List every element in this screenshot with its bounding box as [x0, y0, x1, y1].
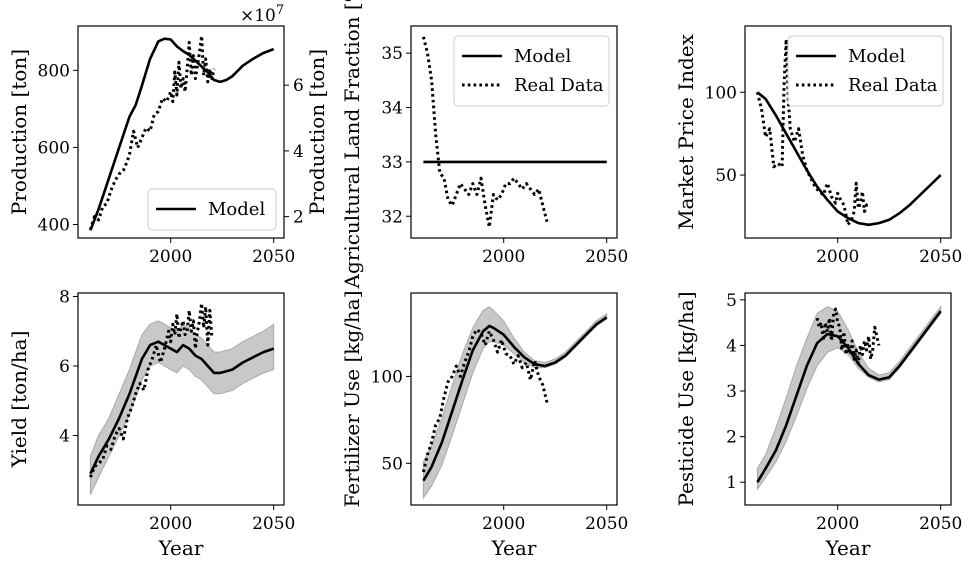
y-tick-label: 3 [726, 382, 737, 402]
legend-label: Real Data [848, 75, 938, 96]
y-tick-label: 34 [381, 99, 403, 119]
uncertainty-band [89, 320, 275, 495]
y-axis-label: Production [ton] [7, 49, 31, 215]
real-data-line [755, 37, 870, 227]
model-line [89, 340, 275, 475]
plot-area [421, 36, 607, 229]
axes-frame [744, 25, 952, 239]
y-tick-label: 32 [381, 207, 403, 227]
real-data-line [815, 307, 881, 366]
model-line [422, 316, 608, 482]
legend-box [147, 188, 277, 231]
real-data-line [89, 301, 214, 478]
x-tick-label: 2050 [252, 514, 295, 534]
y-tick-label: 6 [59, 357, 70, 377]
real-data-line [421, 328, 549, 473]
y-right-tick-label: 4 [293, 142, 304, 162]
y-tick-label: 33 [381, 153, 403, 173]
y-axis-label: Fertilizer Use [kg/ha] [340, 290, 364, 507]
plot-area [88, 34, 275, 231]
y-tick-label: 400 [38, 216, 70, 236]
y-right-tick-label: 2 [293, 208, 304, 228]
panel-4: 2000 2050 4 6 8 Yield [ton/ha] Year [7, 287, 295, 560]
right-axis-exponent: ×107 [240, 3, 284, 26]
legend-label: Model [208, 199, 265, 220]
legend-box [453, 35, 610, 107]
legend-box [787, 35, 944, 107]
y-axis-label: Pesticide Use [kg/ha] [674, 291, 698, 506]
y-tick-label: 1 [726, 473, 737, 493]
uncertainty-band [422, 306, 608, 500]
panel-6: 2000 2050 1 2 3 4 5 Pesticide Use [kg/ha] Year [674, 291, 962, 560]
right-axis-exponent-power: 7 [276, 3, 284, 18]
y-axis-label: Market Price Index [674, 33, 698, 230]
x-tick-label: 2050 [585, 514, 628, 534]
model-line [756, 91, 942, 227]
axes-frame [744, 292, 952, 506]
axes-frame [410, 25, 618, 239]
panel-3: 2000 2050 50 100 Market Price Index Model Real… [674, 25, 962, 267]
y-tick-label: 50 [381, 454, 403, 474]
y-tick-label: 4 [59, 426, 70, 446]
model-line [89, 37, 275, 231]
y-tick-label: 5 [726, 291, 737, 311]
x-tick-label: 2000 [149, 514, 192, 534]
plot-area [421, 306, 608, 500]
plot-area [89, 301, 275, 495]
x-tick-label: 2050 [252, 247, 295, 267]
plot-area [756, 305, 942, 491]
model-line [756, 310, 942, 483]
x-tick-label: 2000 [482, 247, 525, 267]
x-tick-label: 2000 [149, 247, 192, 267]
legend-label: Real Data [514, 75, 604, 96]
x-axis-label: Year [158, 536, 204, 560]
axes-frame [77, 25, 285, 239]
x-axis-label: Year [825, 536, 871, 560]
y-tick-label: 600 [38, 138, 70, 158]
legend-label: Model [848, 46, 905, 67]
axes-frame [77, 292, 285, 506]
y-tick-label: 4 [726, 336, 737, 356]
y-tick-label: 100 [705, 83, 737, 103]
x-tick-label: 2050 [585, 247, 628, 267]
axes-frame [410, 292, 618, 506]
y-right-axis-label: Production [ton] [305, 49, 329, 215]
legend-label: Model [514, 46, 571, 67]
y-tick-label: 35 [381, 44, 403, 64]
x-tick-label: 2050 [919, 247, 962, 267]
panel-2: 2000 2050 32 33 34 35 Agricultural Land Fracti… [340, 0, 628, 289]
y-tick-label: 50 [715, 166, 737, 186]
y-axis-label: Yield [ton/ha] [7, 331, 31, 469]
uncertainty-band [756, 305, 942, 491]
y-tick-label: 8 [59, 287, 70, 307]
y-tick-label: 800 [38, 61, 70, 81]
real-data-line [421, 36, 549, 229]
y-axis-label: Agricultural Land Fraction [%] [340, 0, 364, 289]
plot-area [755, 37, 942, 227]
y-right-tick-label: 6 [293, 76, 304, 96]
panel-1: 2000 2050 400 600 800 2 4 6 ×107 Production [ton]… [7, 3, 329, 267]
real-data-line [88, 34, 216, 231]
x-tick-label: 2000 [816, 514, 859, 534]
x-tick-label: 2000 [482, 514, 525, 534]
y-tick-label: 100 [371, 367, 403, 387]
x-tick-label: 2050 [919, 514, 962, 534]
x-tick-label: 2000 [816, 247, 859, 267]
x-axis-label: Year [491, 536, 537, 560]
panel-5: 2000 2050 50 100 Fertilizer Use [kg/ha] Year [340, 290, 628, 560]
y-tick-label: 2 [726, 428, 737, 448]
